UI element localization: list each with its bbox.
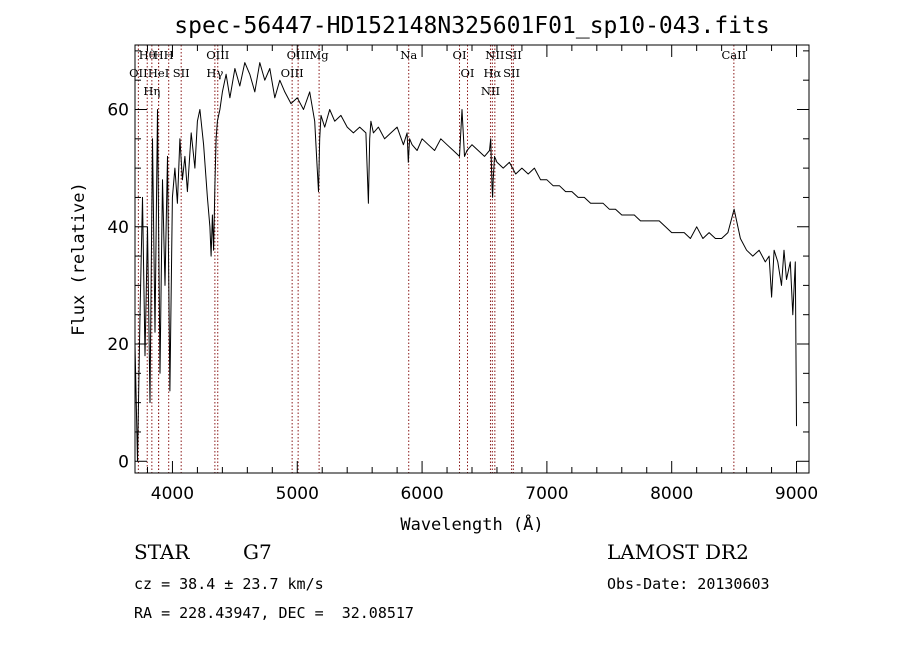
line-label-20: CaII [721, 48, 746, 62]
observation-date: Obs-Date: 20130603 [607, 575, 770, 593]
line-label-10: OIII [281, 66, 304, 80]
x-tick-label-4: 8000 [650, 484, 693, 504]
x-tick-label-2: 6000 [400, 484, 443, 504]
spectrum-chart: spec-56447-HD152148N325601F01_sp10-043.f… [69, 13, 818, 535]
line-label-11: Mg [310, 48, 330, 62]
line-label-6: SII [173, 66, 190, 80]
object-class: STAR [134, 540, 190, 564]
line-label-13: OI [453, 48, 467, 62]
line-label-16: Hα [483, 66, 501, 80]
line-label-12: Na [400, 48, 417, 62]
spectrum-series [134, 62, 797, 462]
x-tick-label-0: 4000 [151, 484, 194, 504]
y-tick-label-2: 40 [107, 218, 129, 238]
line-label-19: SII [505, 48, 522, 62]
x-tick-label-3: 7000 [525, 484, 568, 504]
y-tick-label-3: 60 [107, 100, 129, 120]
chart-title: spec-56447-HD152148N325601F01_sp10-043.f… [174, 13, 769, 39]
line-label-17: NII [481, 84, 500, 98]
line-label-4: Hη [143, 84, 160, 98]
y-tick-label-1: 20 [107, 335, 129, 355]
y-tick-label-0: 0 [118, 452, 129, 472]
axis-ticks: 4000 5000 6000 7000 8000 9000 0 20 40 60 [107, 45, 818, 504]
line-label-9: OIII [287, 48, 310, 62]
x-tick-label-1: 5000 [276, 484, 319, 504]
line-label-8: Hγ [206, 66, 223, 80]
coordinates: RA = 228.43947, DEC = 32.08517 [134, 604, 414, 622]
plot-frame [134, 44, 810, 474]
y-axis-label: Flux (relative) [69, 182, 89, 336]
line-label-3: HeI [148, 66, 169, 80]
line-label-15: NII [485, 48, 504, 62]
line-label-7: OIII [206, 48, 229, 62]
line-label-5: H [164, 48, 174, 62]
x-tick-label-5: 9000 [775, 484, 818, 504]
spectrum-line [134, 62, 797, 462]
line-label-0: Hθ [139, 48, 156, 62]
object-subclass: G7 [243, 540, 272, 564]
survey-name: LAMOST DR2 [607, 540, 749, 564]
line-label-14: OI [461, 66, 475, 80]
line-label-1: OII [129, 66, 148, 80]
line-label-18: SII [503, 66, 520, 80]
x-axis-label: Wavelength (Å) [400, 513, 543, 535]
line-label-2: H [154, 48, 164, 62]
redshift-velocity: cz = 38.4 ± 23.7 km/s [134, 575, 324, 593]
spectral-line-markers [137, 45, 735, 473]
